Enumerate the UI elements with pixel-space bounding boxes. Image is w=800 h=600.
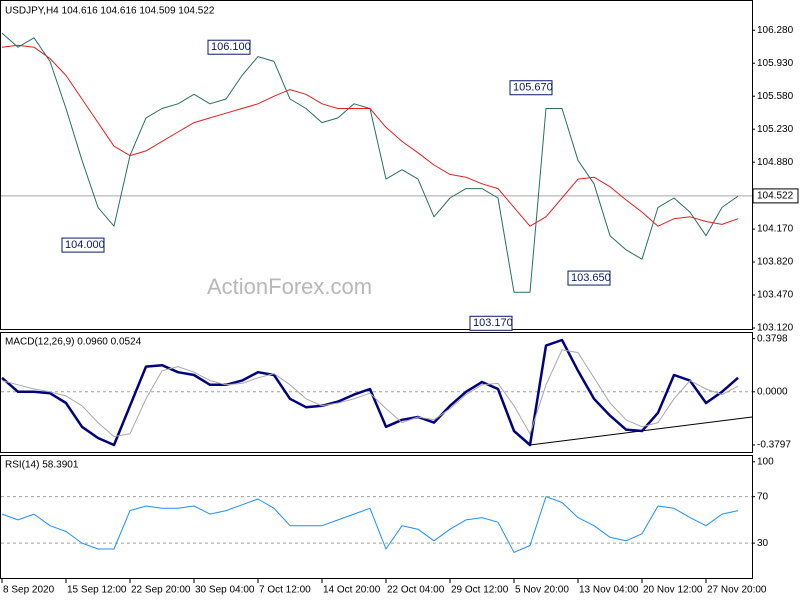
rsi-panel-frame — [0, 455, 753, 579]
y-tick-label: 103.820 — [757, 257, 794, 268]
x-tick-label: 8 Sep 2020 — [3, 585, 55, 596]
x-tick-label: 27 Nov 20:00 — [707, 585, 767, 596]
x-tick-label: 29 Oct 12:00 — [451, 585, 509, 596]
panel-title: RSI(14) 58.3901 — [5, 460, 79, 471]
annotation-box — [207, 39, 251, 55]
x-tick-label: 20 Nov 12:00 — [643, 585, 703, 596]
x-tick-label: 30 Sep 04:00 — [195, 585, 255, 596]
y-tick-label: 0.3798 — [757, 333, 788, 344]
series-line — [1, 338, 739, 447]
x-tick-label: 22 Oct 04:00 — [387, 585, 445, 596]
annotation-box — [509, 80, 553, 96]
annotation-label: 103.170 — [473, 317, 513, 329]
annotation-box — [61, 237, 105, 253]
y-tick-label: 103.120 — [757, 323, 794, 334]
panel-title: MACD(12,26,9) 0.0960 0.0524 — [5, 337, 142, 348]
x-tick-label: 14 Oct 20:00 — [323, 585, 381, 596]
y-tick-label: -0.3797 — [757, 440, 791, 451]
panel-title: USDJPY,H4 104.616 104.616 104.509 104.52… — [5, 6, 215, 17]
y-tick-label: 105.230 — [757, 124, 794, 135]
y-tick-label: 105.930 — [757, 58, 794, 69]
y-tick-label: 70 — [757, 491, 769, 502]
y-tick-label: 0.0000 — [757, 386, 788, 397]
price-panel-frame — [0, 0, 753, 330]
last-price-label: 104.522 — [757, 191, 794, 202]
macd-panel-frame — [0, 332, 753, 453]
y-tick-label: 105.580 — [757, 91, 794, 102]
series-line — [1, 44, 739, 227]
x-tick-label: 15 Sep 12:00 — [67, 585, 127, 596]
series-line — [1, 496, 739, 553]
annotation-label: 106.100 — [211, 41, 251, 53]
y-tick-label: 30 — [757, 538, 769, 549]
annotation-box — [469, 315, 513, 331]
series-line — [1, 349, 739, 438]
y-tick-label: 100 — [757, 456, 774, 467]
y-tick-label: 106.280 — [757, 25, 794, 36]
annotation-box — [567, 270, 611, 286]
y-tick-label: 104.170 — [757, 224, 794, 235]
y-tick-label: 104.880 — [757, 157, 794, 168]
x-tick-label: 22 Sep 20:00 — [131, 585, 191, 596]
annotation-label: 105.670 — [513, 82, 553, 94]
x-tick-label: 13 Nov 04:00 — [579, 585, 639, 596]
annotation-label: 103.650 — [571, 272, 611, 284]
annotation-label: 104.000 — [65, 239, 105, 251]
x-tick-label: 7 Oct 12:00 — [259, 585, 311, 596]
x-tick-label: 5 Nov 20:00 — [515, 585, 569, 596]
y-tick-label: 103.470 — [757, 290, 794, 301]
watermark: ActionForex.com — [207, 274, 372, 299]
last-price-box — [752, 188, 799, 204]
